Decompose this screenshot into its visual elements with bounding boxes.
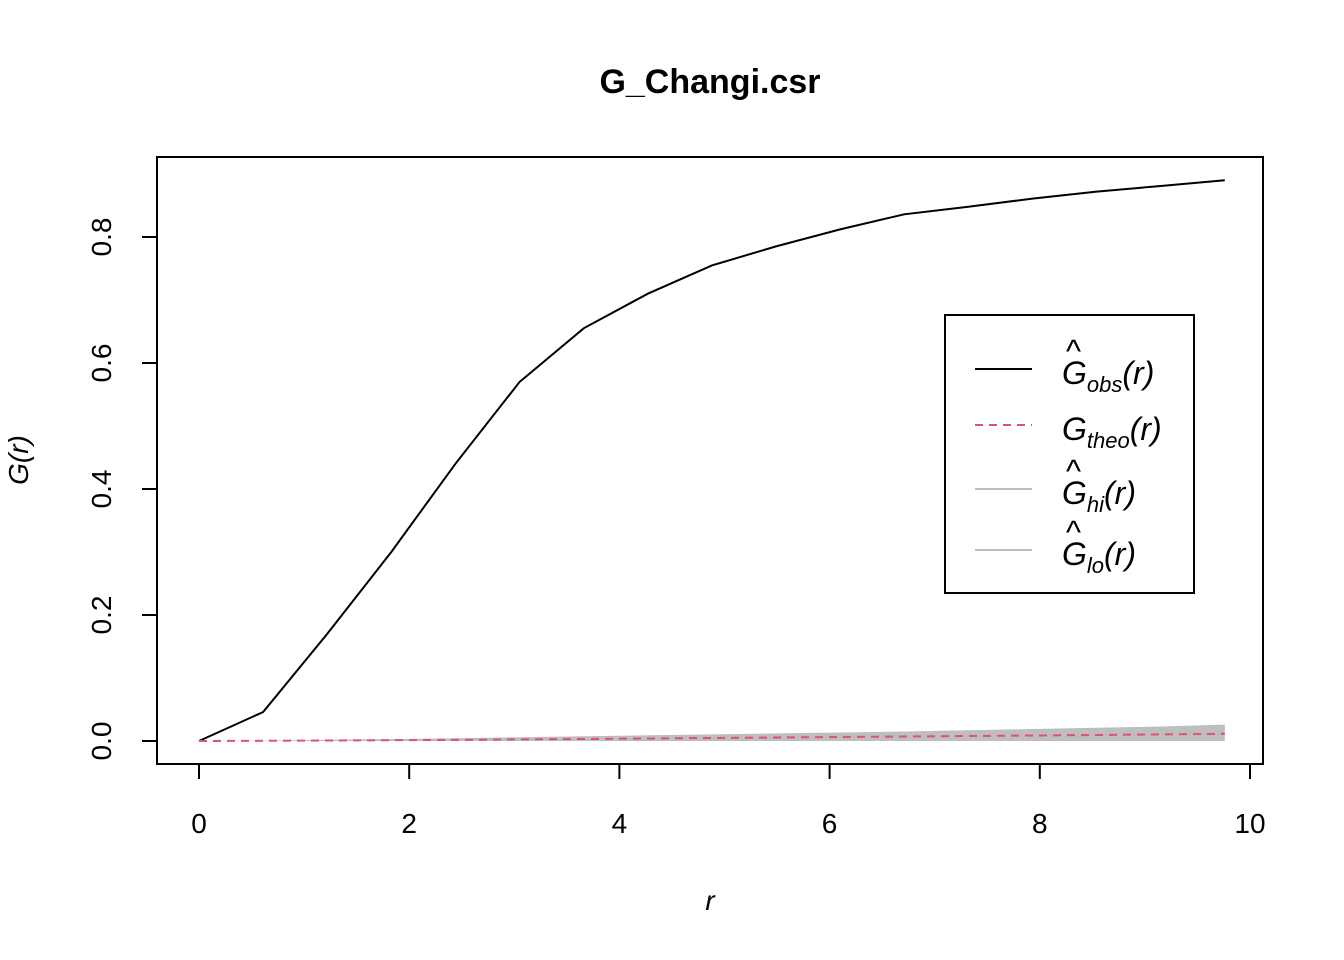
legend-label: Gtheo(r) [1062,411,1162,453]
y-tick-label: 0.8 [86,218,117,257]
legend-hat: ^ [1066,333,1081,369]
envelope-layer [199,724,1225,741]
x-tick-label: 10 [1234,808,1265,839]
y-axis: 0.0 0.2 0.4 0.6 0.8 [86,218,158,761]
legend-item-theo: Gtheo(r) [975,411,1162,453]
series-line-theo [198,732,1225,742]
y-tick-label: 0.2 [86,596,117,635]
x-tick-label: 8 [1032,808,1048,839]
x-axis-label: r [705,885,716,916]
series-layer [198,179,1225,742]
legend: Gobs(r)^Gtheo(r)Ghi(r)^Glo(r)^ [944,314,1195,594]
legend-box [944,314,1195,594]
legend-hat: ^ [1066,514,1081,550]
series-line-obs [198,179,1225,742]
legend-item-lo: Glo(r)^ [975,514,1136,578]
chart-title: G_Changi.csr [599,63,820,101]
legend-label: Glo(r) [1062,536,1136,578]
x-axis: 0 2 4 6 8 10 [191,763,1266,839]
y-axis-label: G(r) [3,435,34,485]
x-tick-label: 0 [191,808,207,839]
legend-hat: ^ [1066,453,1081,489]
y-tick-label: 0.0 [86,722,117,761]
legend-label: Gobs(r) [1062,355,1154,397]
x-tick-label: 6 [822,808,838,839]
x-tick-label: 4 [612,808,628,839]
y-tick-label: 0.6 [86,344,117,383]
legend-label: Ghi(r) [1062,475,1136,517]
envelope-band [199,724,1225,741]
x-tick-label: 2 [401,808,417,839]
y-tick-label: 0.4 [86,470,117,509]
legend-item-obs: Gobs(r)^ [975,333,1154,397]
legend-item-hi: Ghi(r)^ [975,453,1136,517]
